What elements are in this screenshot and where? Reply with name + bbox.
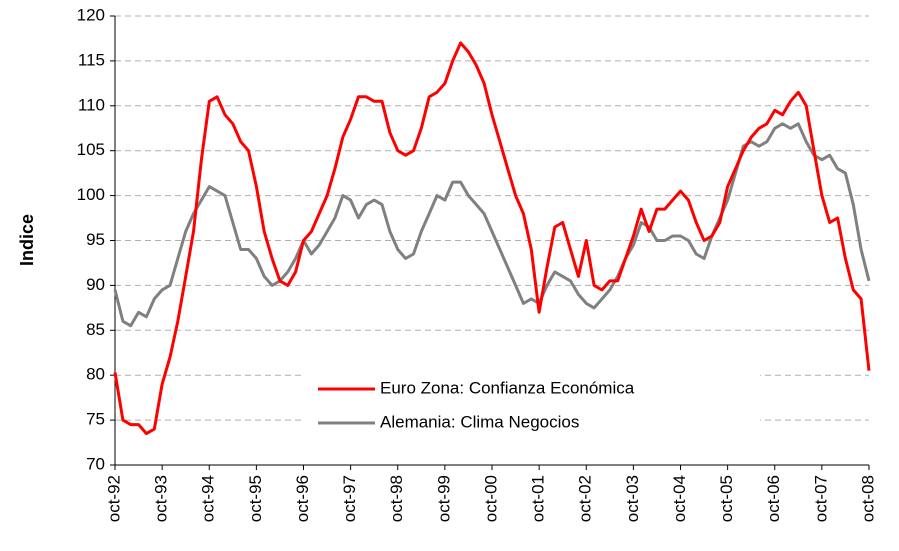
x-tick-label: oct-01 [529, 475, 548, 522]
y-tick-label: 110 [78, 95, 105, 114]
x-tick-label: oct-99 [434, 475, 453, 522]
x-tick-label: oct-98 [387, 475, 406, 522]
y-tick-label: 100 [77, 185, 105, 204]
y-tick-label: 90 [86, 275, 105, 294]
x-tick-label: oct-04 [670, 475, 689, 522]
x-tick-label: oct-94 [199, 475, 218, 522]
x-tick-label: oct-07 [811, 475, 830, 522]
x-tick-label: oct-97 [340, 475, 359, 522]
legend-box [305, 370, 760, 432]
x-tick-label: oct-96 [293, 475, 312, 522]
y-tick-label: 70 [86, 454, 105, 473]
y-tick-label: 75 [86, 410, 105, 429]
data-line [113, 122, 871, 328]
legend-label: Alemania: Clima Negocios [380, 412, 579, 431]
x-tick-label: oct-02 [576, 475, 595, 522]
x-tick-label: oct-08 [858, 475, 877, 522]
y-tick-label: 95 [86, 230, 105, 249]
data-line [113, 41, 871, 436]
legend-label: Euro Zona: Confianza Económica [380, 378, 635, 397]
x-tick-label: oct-95 [246, 475, 265, 522]
x-tick-label: oct-05 [717, 475, 736, 522]
y-axis-label: Indice [17, 214, 37, 266]
y-tick-label: 115 [78, 50, 105, 69]
y-tick-label: 120 [77, 5, 105, 24]
y-tick-label: 105 [77, 140, 105, 159]
x-tick-label: oct-00 [481, 475, 500, 522]
x-tick-label: oct-03 [623, 475, 642, 522]
x-tick-label: oct-93 [152, 475, 171, 522]
y-tick-label: 80 [86, 365, 105, 384]
y-tick-label: 85 [86, 320, 105, 339]
x-tick-label: oct-92 [104, 475, 123, 522]
x-tick-label: oct-06 [764, 475, 783, 522]
